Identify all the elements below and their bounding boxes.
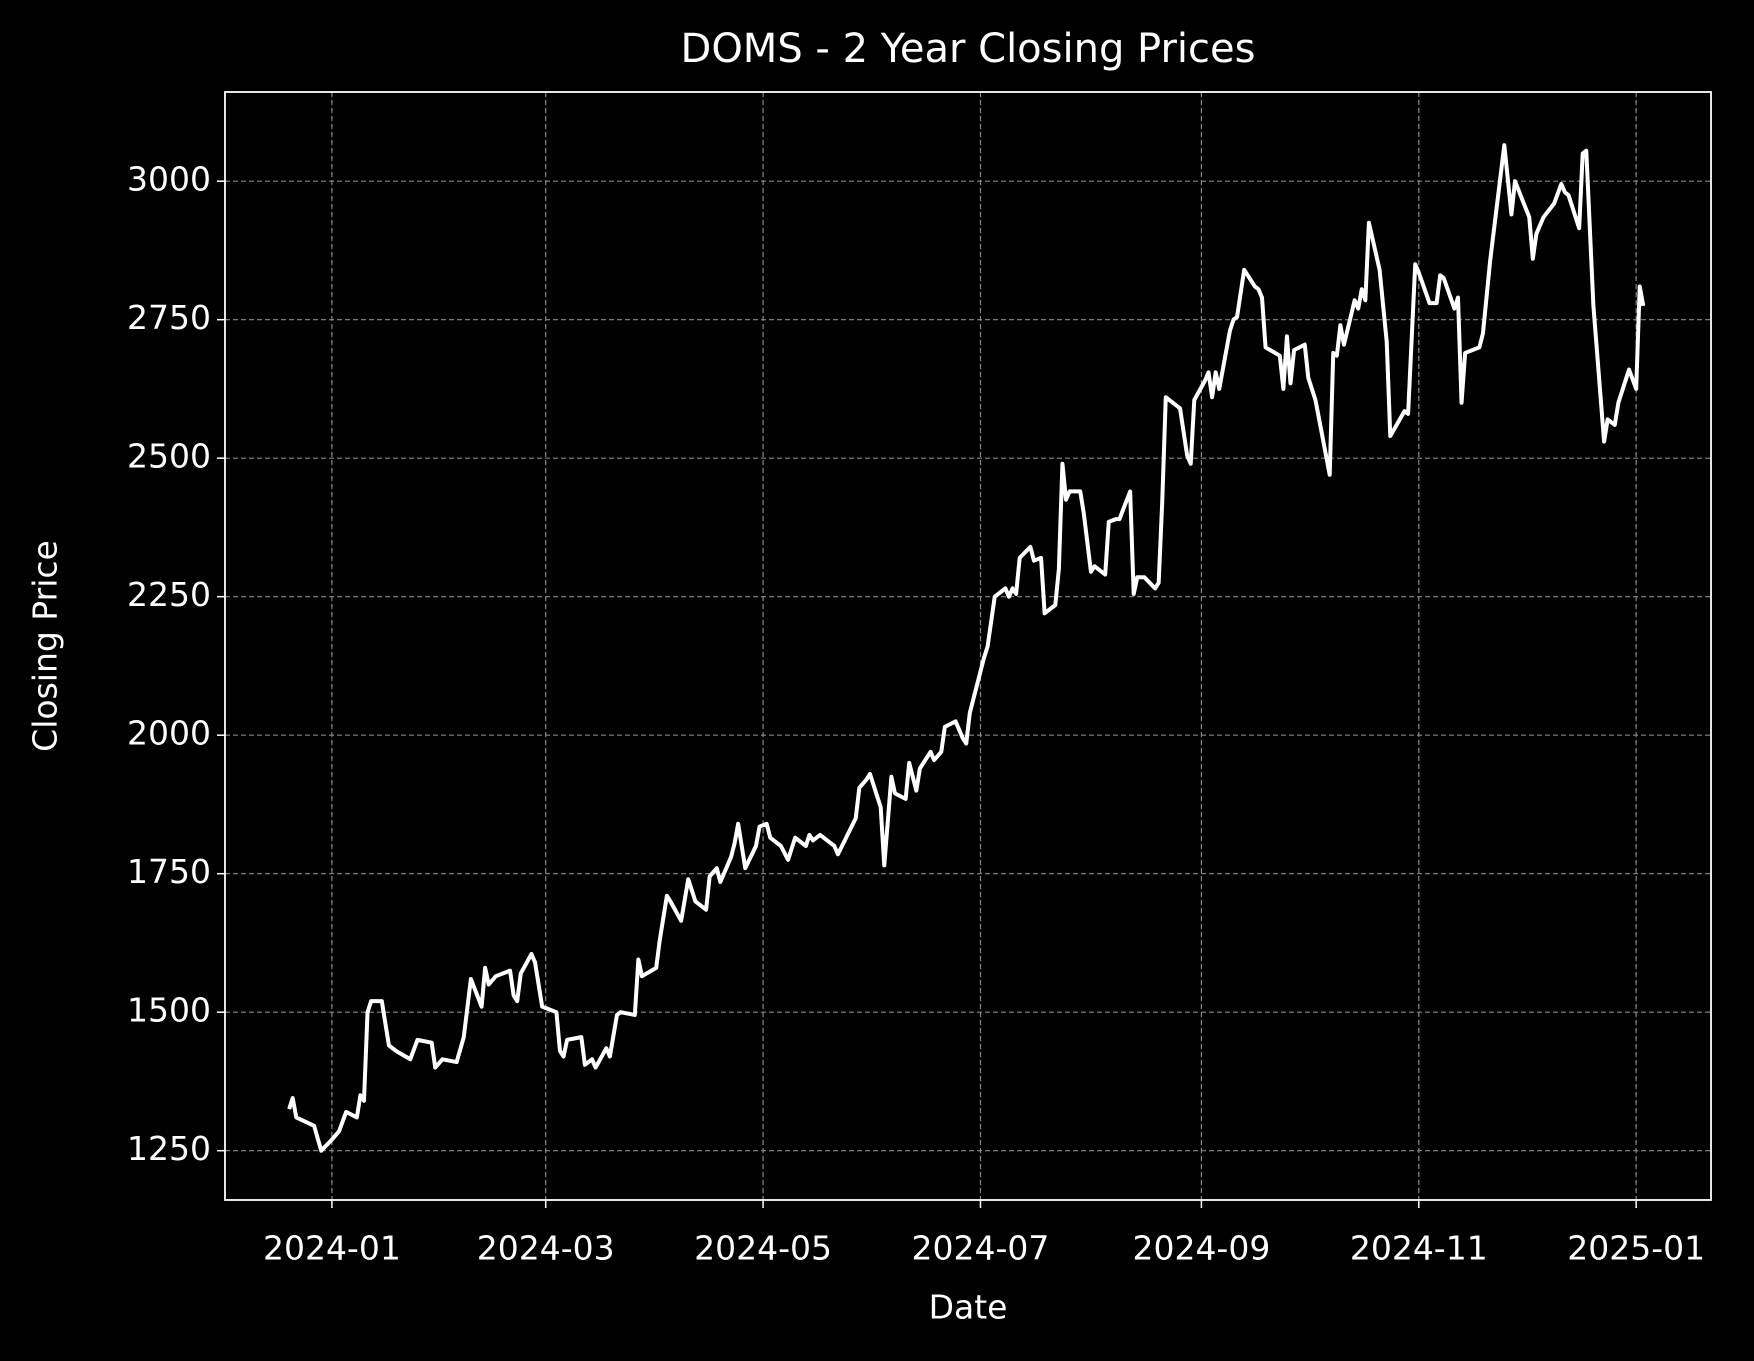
y-tick-label: 1500 [127,991,211,1030]
x-tick-label: 2024-07 [912,1229,1050,1268]
y-tick-label: 1750 [127,852,211,891]
y-tick-label: 2500 [127,437,211,476]
y-tick-label: 1250 [127,1129,211,1168]
x-tick-label: 2024-09 [1132,1229,1270,1268]
x-tick-label: 2025-01 [1567,1229,1705,1268]
price-line [287,143,1646,1153]
plot-frame [224,91,1712,1201]
x-tick-label: 2024-11 [1350,1229,1488,1268]
y-tick-label: 2000 [127,714,211,753]
y-axis-label: Closing Price [26,540,65,752]
x-tick-label: 2024-03 [477,1229,615,1268]
y-tick-label: 2250 [127,575,211,614]
y-tick-label: 3000 [127,160,211,199]
x-tick-label: 2024-01 [263,1229,401,1268]
y-tick-label: 2750 [127,298,211,337]
x-tick-label: 2024-05 [694,1229,832,1268]
x-axis-label: Date [929,1288,1008,1327]
chart-title: DOMS - 2 Year Closing Prices [681,26,1256,72]
